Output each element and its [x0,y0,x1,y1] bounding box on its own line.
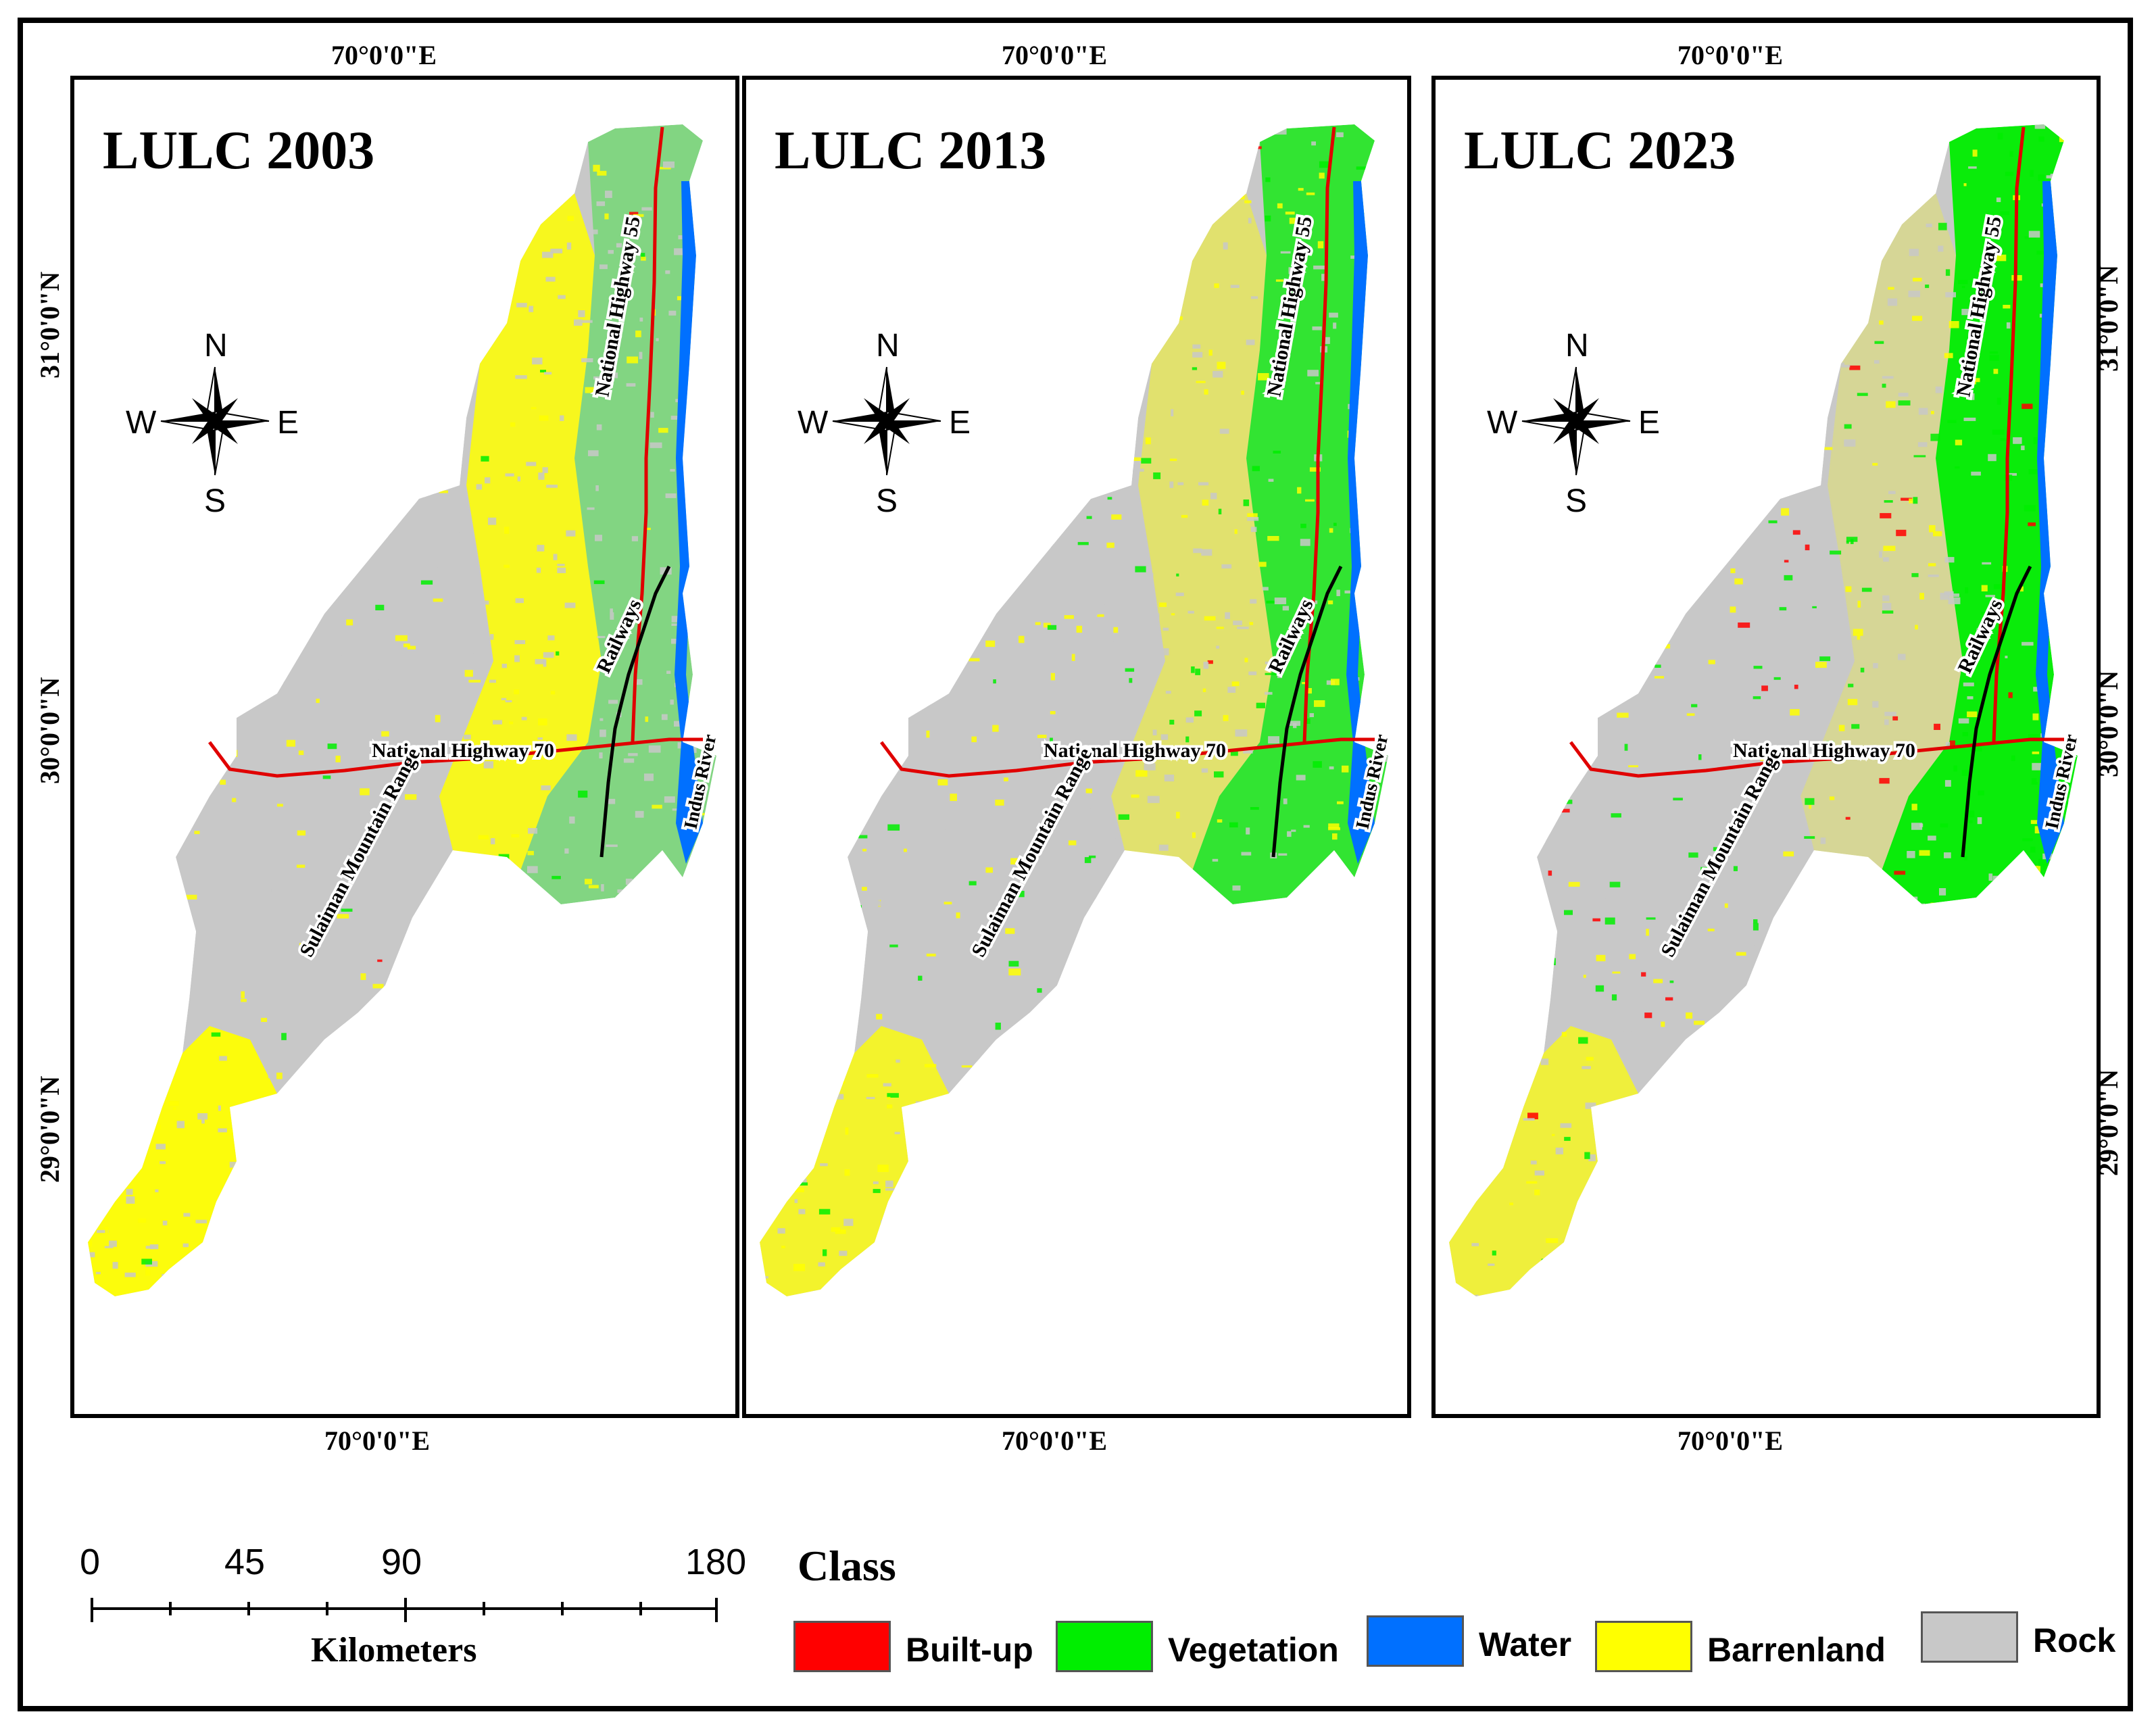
scale-unit: Kilometers [311,1631,477,1669]
highway-70-line [208,737,703,778]
railway-line [599,565,671,858]
legend-title: Class [798,1542,896,1590]
bottom-longitude-label-1: 70°0'0"E [324,1425,430,1456]
map-panel-2013: LULC 2013 National Highway 55 National Hi… [742,76,1411,1418]
scale-bar: 0 45 90 180 Kilometers [80,1541,746,1676]
highway-70-line [1569,737,2064,778]
compass-e: E [949,405,971,441]
map-panel-2003: LULC 2003 National Highway 55 National Hi… [70,76,739,1418]
legend: Class Built-up Vegetation Water Barrenla… [791,1541,2136,1697]
legend-swatch [1595,1621,1692,1672]
top-longitude-label-1: 70°0'0"E [331,40,437,70]
legend-swatch [1367,1615,1464,1667]
scale-tick-90: 90 [381,1542,422,1582]
legend-label: Built-up [906,1631,1033,1669]
north-arrow-compass [1521,366,1631,476]
left-latitude-29: 29°0'0"N [34,1075,65,1183]
scale-tick-180: 180 [685,1542,747,1582]
compass-w: W [798,405,829,441]
railway-line [1271,565,1343,858]
legend-label: Vegetation [1168,1631,1339,1669]
top-longitude-label-2: 70°0'0"E [1002,40,1107,70]
label-national-highway-70: National Highway 70 [1733,739,1915,762]
compass-w: W [126,405,157,441]
legend-label: Barrenland [1707,1631,1886,1669]
compass-e: E [1638,405,1660,441]
legend-label: Water [1479,1626,1572,1663]
compass-s: S [1565,483,1587,519]
compass-w: W [1487,405,1518,441]
scale-tick-45: 45 [224,1542,266,1582]
railway-line [1961,565,2032,858]
bottom-longitude-label-2: 70°0'0"E [1002,1425,1107,1456]
scale-line [91,1598,718,1622]
label-national-highway-70: National Highway 70 [372,739,554,762]
compass-n: N [204,328,228,364]
bottom-longitude-label-3: 70°0'0"E [1677,1425,1783,1456]
compass-s: S [876,483,898,519]
compass-s: S [204,483,226,519]
top-longitude-label-3: 70°0'0"E [1677,40,1783,70]
legend-swatch [793,1621,891,1672]
highway-70-line [880,737,1375,778]
legend-swatch [1921,1611,2018,1663]
map-panel-2023: LULC 2023 National Highway 55 National Hi… [1431,76,2101,1418]
panel-title: LULC 2023 [1464,121,1736,180]
left-latitude-30: 30°0'0"N [34,677,65,784]
compass-e: E [277,405,299,441]
panel-title: LULC 2013 [775,121,1047,180]
compass-n: N [1565,328,1589,364]
left-latitude-31: 31°0'0"N [34,271,65,379]
legend-swatch [1056,1621,1153,1672]
compass-n: N [876,328,900,364]
north-arrow-compass [160,366,270,476]
label-national-highway-70: National Highway 70 [1044,739,1226,762]
legend-label: Rock [2033,1621,2116,1659]
scale-tick-0: 0 [80,1542,101,1582]
panel-title: LULC 2003 [103,121,375,180]
map-frame [18,18,2133,1711]
north-arrow-compass [832,366,941,476]
land-cover [1449,124,2078,1296]
